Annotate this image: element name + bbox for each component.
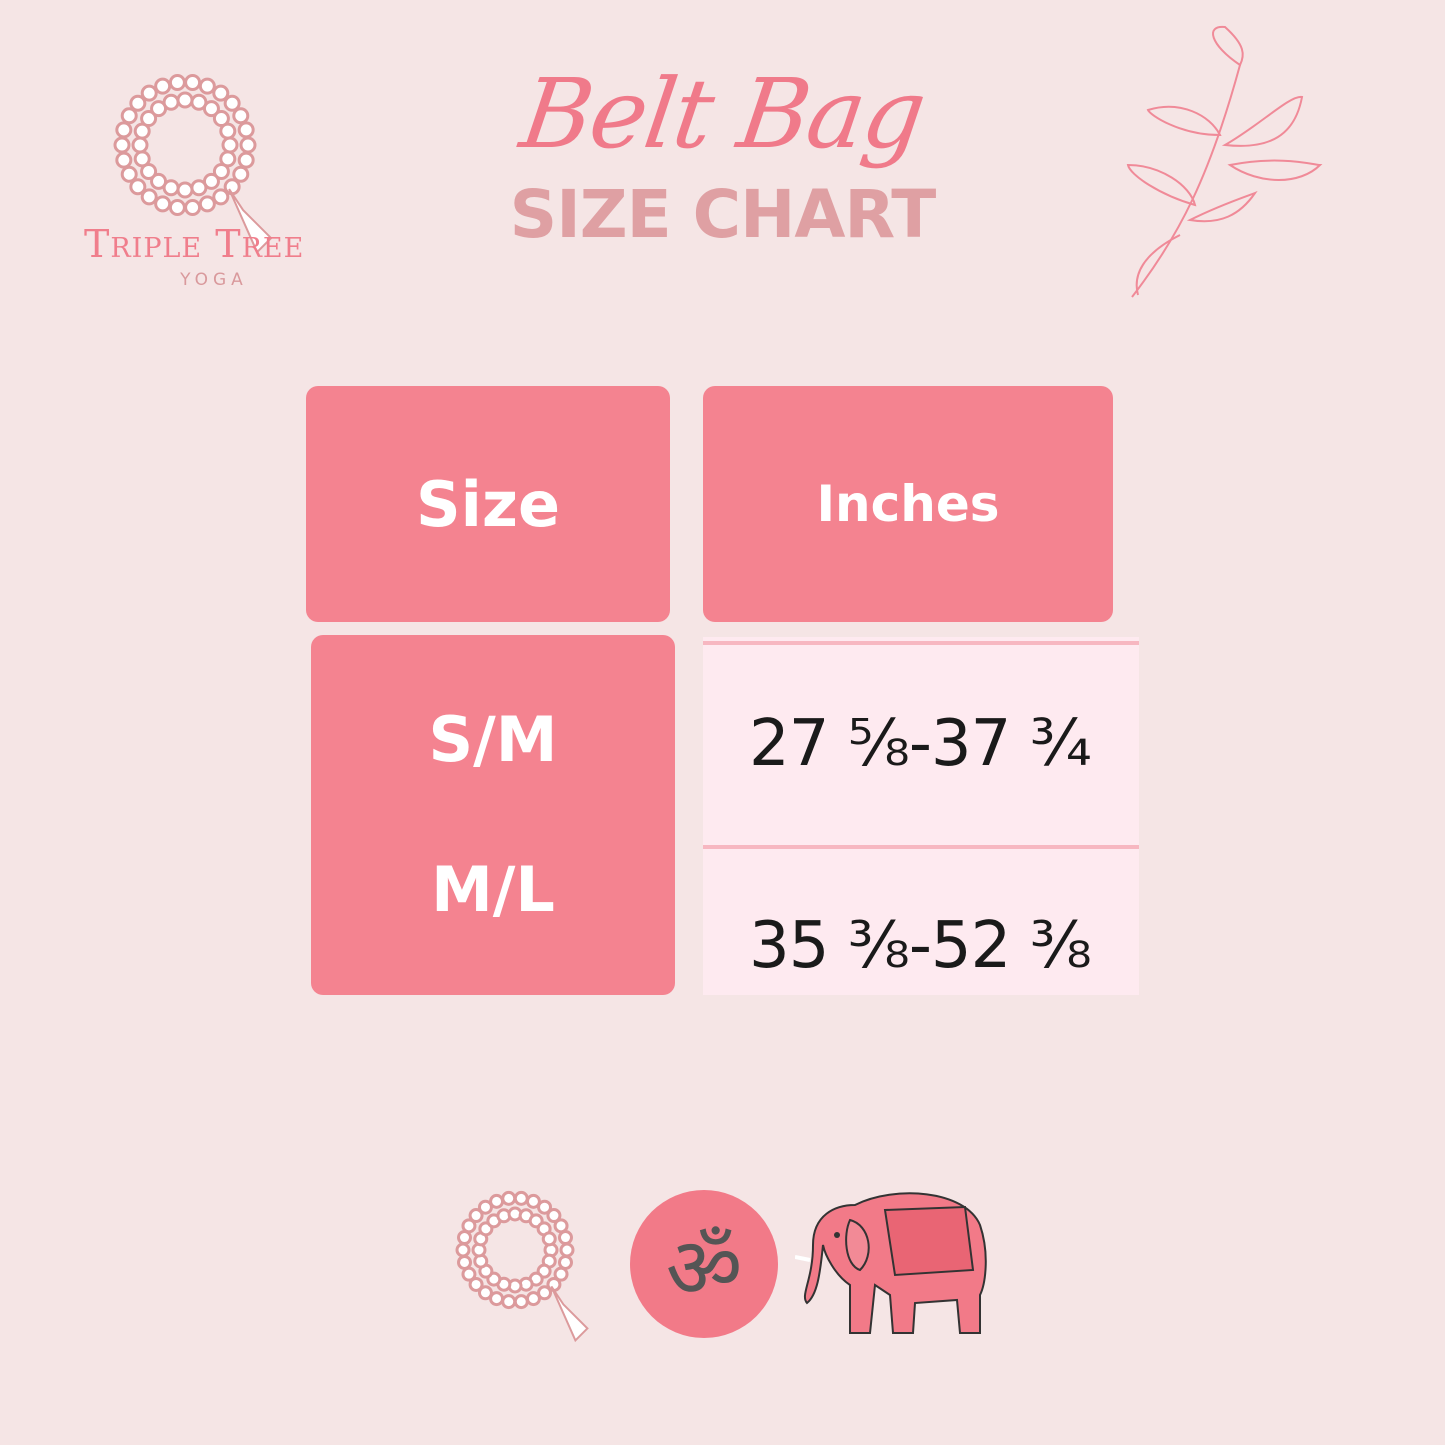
bead bbox=[546, 1208, 562, 1224]
bead bbox=[219, 122, 237, 140]
bead bbox=[237, 121, 255, 139]
bead bbox=[559, 1242, 575, 1258]
mala-beads-logo-icon bbox=[113, 73, 273, 254]
bead bbox=[168, 199, 186, 217]
bead bbox=[525, 1193, 541, 1209]
elephant-icon bbox=[795, 1192, 987, 1334]
inches-sm: 27 ⅝-37 ¾ bbox=[749, 707, 1092, 781]
bead bbox=[489, 1193, 505, 1209]
bead bbox=[212, 162, 230, 180]
bead bbox=[140, 110, 158, 128]
bead bbox=[232, 165, 250, 183]
divider bbox=[703, 845, 1139, 849]
page-title: SIZE CHART bbox=[509, 176, 937, 253]
size-ml: M/L bbox=[431, 853, 555, 926]
bead bbox=[501, 1294, 517, 1310]
bead bbox=[120, 165, 138, 183]
bead bbox=[198, 77, 216, 95]
header-inches: Inches bbox=[703, 386, 1113, 622]
bead bbox=[129, 94, 147, 112]
header-size: Size bbox=[306, 386, 670, 622]
brand-name: Triple Tree bbox=[84, 222, 305, 266]
bead bbox=[212, 188, 230, 206]
bead bbox=[541, 1231, 557, 1247]
bead bbox=[198, 195, 216, 213]
bead bbox=[477, 1285, 493, 1301]
size-column: S/M M/L bbox=[311, 635, 675, 995]
bead bbox=[477, 1199, 493, 1215]
bead bbox=[557, 1230, 573, 1246]
bead bbox=[457, 1254, 473, 1270]
bead bbox=[461, 1218, 477, 1234]
bead bbox=[129, 178, 147, 196]
bead bbox=[468, 1276, 484, 1292]
bead bbox=[461, 1266, 477, 1282]
bead bbox=[212, 84, 230, 102]
bead bbox=[468, 1208, 484, 1224]
bead bbox=[537, 1199, 553, 1215]
bead bbox=[140, 188, 158, 206]
divider bbox=[703, 641, 1139, 645]
om-icon: ॐ bbox=[630, 1190, 778, 1338]
size-sm: S/M bbox=[428, 703, 558, 776]
bead bbox=[513, 1190, 529, 1206]
tassel bbox=[228, 188, 273, 254]
bead bbox=[150, 172, 168, 190]
bead bbox=[223, 94, 241, 112]
bead bbox=[120, 107, 138, 125]
bead bbox=[457, 1230, 473, 1246]
brand-subtitle: YOGA bbox=[180, 270, 248, 290]
inches-ml: 35 ⅜-52 ⅜ bbox=[749, 909, 1092, 983]
bead bbox=[553, 1266, 569, 1282]
bead bbox=[202, 100, 220, 118]
bead bbox=[154, 195, 172, 213]
tassel bbox=[550, 1285, 589, 1343]
leaf-branch-icon bbox=[1126, 25, 1323, 298]
mala-beads-icon bbox=[455, 1190, 589, 1343]
inches-column: 27 ⅝-37 ¾ 35 ⅜-52 ⅜ bbox=[703, 637, 1139, 995]
bead bbox=[553, 1218, 569, 1234]
bead bbox=[115, 121, 133, 139]
bead bbox=[537, 1285, 553, 1301]
bead bbox=[455, 1242, 471, 1258]
bead bbox=[140, 84, 158, 102]
bead bbox=[489, 1291, 505, 1307]
bead bbox=[154, 77, 172, 95]
bead bbox=[232, 107, 250, 125]
bead bbox=[525, 1291, 541, 1307]
bead bbox=[513, 1294, 529, 1310]
bead bbox=[557, 1254, 573, 1270]
bead bbox=[501, 1190, 517, 1206]
bead bbox=[237, 151, 255, 169]
bead bbox=[184, 73, 202, 91]
